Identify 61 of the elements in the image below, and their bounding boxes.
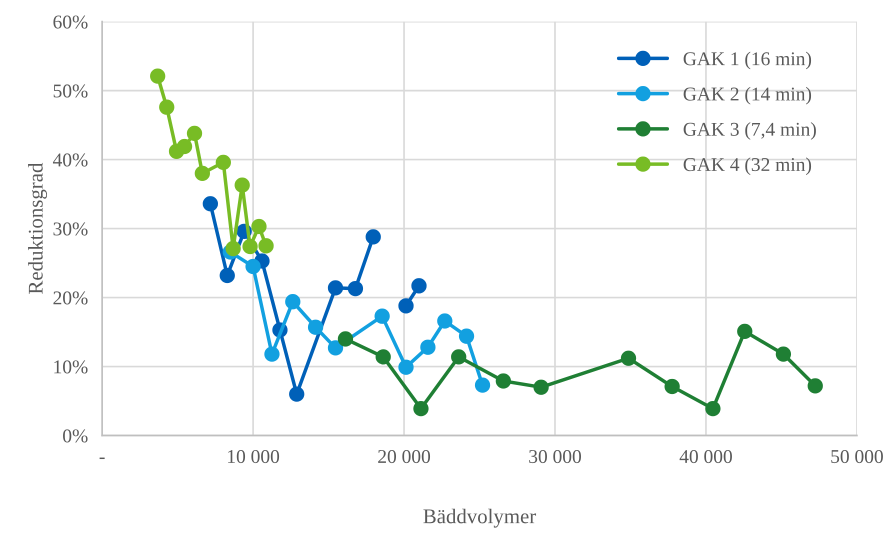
y-tick-label: 60% [53,15,88,29]
legend-label: GAK 1 (16 min) [684,52,812,70]
point [776,346,792,362]
point [533,380,549,395]
point [234,177,250,193]
point [226,240,241,256]
point [737,324,752,339]
point [328,280,344,296]
point [420,340,436,355]
point [451,349,466,365]
point [245,258,261,274]
point [220,268,235,284]
point [285,294,300,310]
x-tick-label: 30 000 [529,450,581,464]
point [308,320,324,335]
point [620,350,636,366]
legend-label: GAK 4 (32 min) [684,157,812,176]
point [242,238,258,254]
point [348,280,364,296]
point [251,218,267,234]
x-axis-title: Bäddvolymer [423,508,536,528]
x-tick-label: 50 000 [831,450,883,464]
y-axis-title: Reduktionsgrad [28,162,48,294]
point [264,346,280,362]
x-tick-label: 40 000 [680,450,732,464]
x-tick-label: 20 000 [378,450,430,464]
point [194,166,210,182]
point [186,126,202,142]
legend-label: GAK 2 (14 min) [684,86,812,105]
x-tick-label: 10 000 [228,450,280,464]
y-tick-label: 40% [52,153,88,167]
point [705,400,721,416]
point [413,400,429,416]
point [374,308,390,324]
point [411,278,427,294]
point [376,349,391,365]
y-tick-label: 0% [63,429,88,443]
point [338,331,354,347]
point [216,154,231,170]
y-tick-label: 10% [54,360,88,374]
point [398,298,414,314]
y-tick-label: 30% [54,222,88,236]
y-tick-label: 50% [54,84,88,98]
point [458,328,474,344]
point [159,100,174,115]
point [398,360,414,375]
x-tick-label: - [100,458,105,460]
point [474,378,490,393]
point [808,378,823,394]
point [664,378,680,394]
point [289,386,304,402]
point [496,373,512,389]
point [176,138,192,154]
point [366,229,381,244]
point [328,340,344,356]
point [258,238,274,254]
legend-label: GAK 3 (7,4 min) [684,122,816,140]
point [202,196,218,212]
point [150,68,166,84]
point [437,313,452,329]
y-tick-label: 20% [53,291,88,305]
